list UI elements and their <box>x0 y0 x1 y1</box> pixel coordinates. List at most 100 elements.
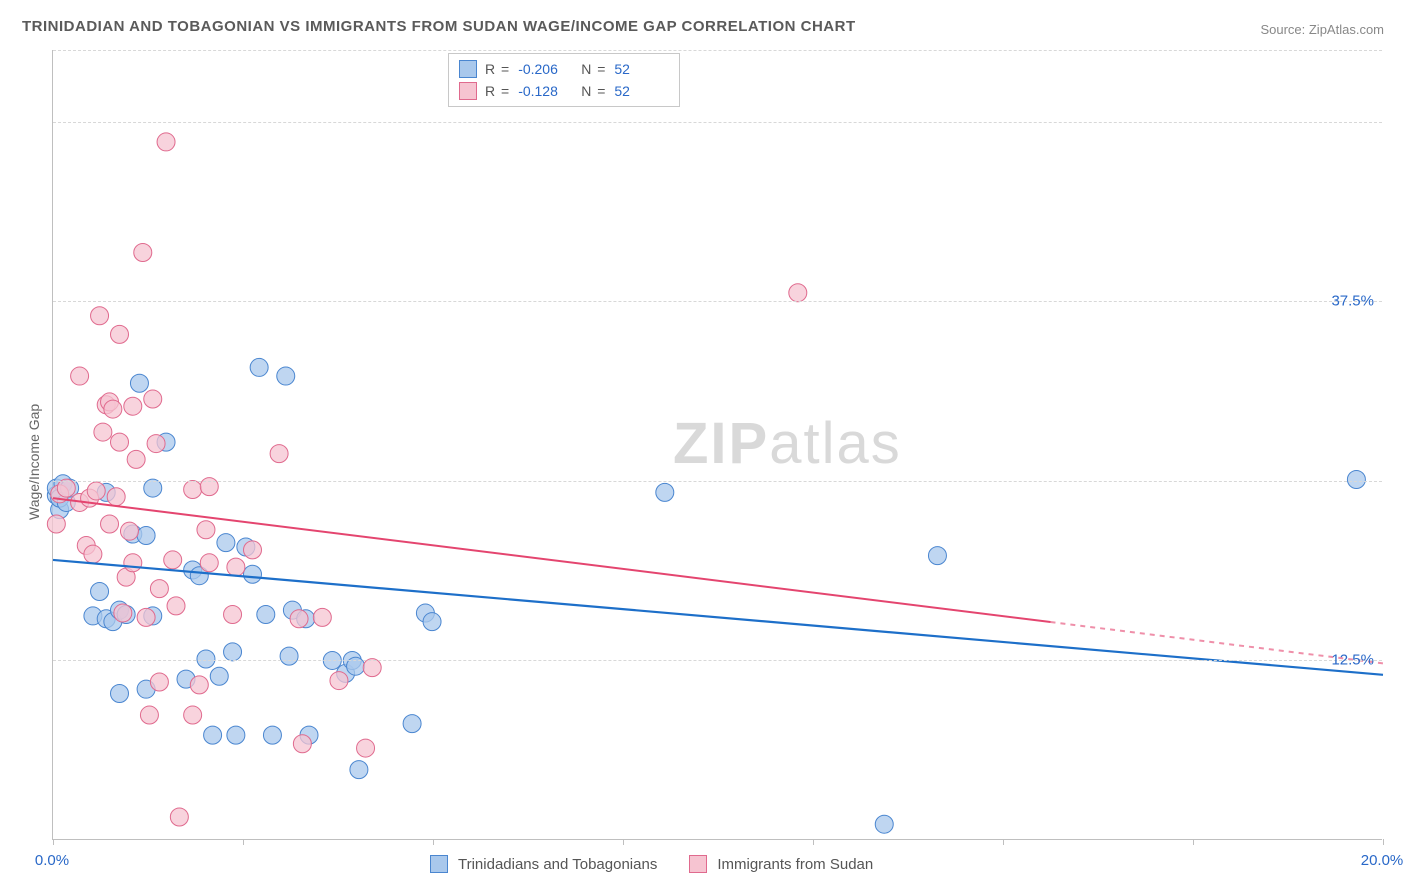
x-tick-label: 0.0% <box>35 852 69 869</box>
scatter-point <box>290 610 308 628</box>
scatter-point <box>263 726 281 744</box>
scatter-point <box>244 541 262 559</box>
scatter-point <box>656 483 674 501</box>
scatter-point <box>217 534 235 552</box>
scatter-point <box>277 367 295 385</box>
legend-n-value: 52 <box>614 83 669 99</box>
correlation-legend: R = -0.206 N = 52R = -0.128 N = 52 <box>448 53 680 107</box>
gridline <box>53 481 1382 482</box>
scatter-point <box>87 482 105 500</box>
x-tick <box>433 839 434 845</box>
chart-container: TRINIDADIAN AND TOBAGONIAN VS IMMIGRANTS… <box>0 0 1406 892</box>
scatter-point <box>127 450 145 468</box>
scatter-point <box>144 390 162 408</box>
source-attribution: Source: ZipAtlas.com <box>1260 22 1384 37</box>
legend-series-label: Immigrants from Sudan <box>717 856 873 873</box>
scatter-point <box>197 521 215 539</box>
plot-svg <box>53 50 1382 839</box>
gridline <box>53 50 1382 51</box>
scatter-point <box>111 684 129 702</box>
scatter-point <box>91 583 109 601</box>
legend-row: R =-0.128N =52 <box>459 80 669 102</box>
scatter-point <box>224 605 242 623</box>
legend-n-label: N = <box>581 83 606 99</box>
scatter-point <box>130 374 148 392</box>
x-tick-label: 20.0% <box>1361 852 1404 869</box>
legend-swatch <box>459 60 477 78</box>
scatter-point <box>330 672 348 690</box>
x-tick <box>623 839 624 845</box>
scatter-point <box>47 515 65 533</box>
regression-line <box>53 560 1383 675</box>
scatter-point <box>150 580 168 598</box>
plot-area: ZIPatlas 12.5%37.5% <box>52 50 1382 840</box>
scatter-point <box>423 613 441 631</box>
scatter-point <box>350 761 368 779</box>
scatter-point <box>244 565 262 583</box>
legend-r-value: -0.128 <box>518 83 573 99</box>
scatter-point <box>101 515 119 533</box>
legend-r-value: -0.206 <box>518 61 573 77</box>
scatter-point <box>224 643 242 661</box>
scatter-point <box>257 605 275 623</box>
gridline <box>53 301 1382 302</box>
scatter-point <box>71 367 89 385</box>
scatter-point <box>140 706 158 724</box>
series-legend: Trinidadians and Tobagonians Immigrants f… <box>430 855 895 873</box>
scatter-point <box>227 558 245 576</box>
scatter-point <box>210 667 228 685</box>
legend-swatch <box>689 855 707 873</box>
legend-r-label: R = <box>485 61 510 77</box>
legend-swatch <box>430 855 448 873</box>
scatter-point <box>104 400 122 418</box>
scatter-point <box>111 433 129 451</box>
y-axis-label: Wage/Income Gap <box>26 404 42 520</box>
scatter-point <box>137 608 155 626</box>
scatter-point <box>357 739 375 757</box>
legend-series-label: Trinidadians and Tobagonians <box>458 856 657 873</box>
gridline <box>53 122 1382 123</box>
scatter-point <box>184 706 202 724</box>
scatter-point <box>1347 470 1365 488</box>
x-tick <box>1383 839 1384 845</box>
legend-row: R = -0.206 N = 52 <box>459 58 669 80</box>
scatter-point <box>190 676 208 694</box>
scatter-point <box>167 597 185 615</box>
scatter-point <box>403 715 421 733</box>
scatter-point <box>84 545 102 563</box>
scatter-point <box>124 554 142 572</box>
scatter-point <box>227 726 245 744</box>
scatter-point <box>164 551 182 569</box>
scatter-point <box>124 397 142 415</box>
scatter-point <box>204 726 222 744</box>
scatter-point <box>134 244 152 262</box>
scatter-point <box>250 358 268 376</box>
scatter-point <box>111 325 129 343</box>
x-tick <box>53 839 54 845</box>
scatter-point <box>197 650 215 668</box>
y-tick-label: 12.5% <box>1331 652 1374 669</box>
scatter-point <box>137 526 155 544</box>
x-tick <box>1003 839 1004 845</box>
scatter-point <box>170 808 188 826</box>
scatter-point <box>114 604 132 622</box>
x-tick <box>1193 839 1194 845</box>
gridline <box>53 660 1382 661</box>
y-tick-label: 37.5% <box>1331 293 1374 310</box>
x-tick <box>243 839 244 845</box>
scatter-point <box>270 445 288 463</box>
scatter-point <box>91 307 109 325</box>
scatter-point <box>107 488 125 506</box>
scatter-point <box>280 647 298 665</box>
scatter-point <box>94 423 112 441</box>
scatter-point <box>928 547 946 565</box>
scatter-point <box>157 133 175 151</box>
x-tick <box>813 839 814 845</box>
legend-n-value: 52 <box>614 61 669 77</box>
scatter-point <box>313 608 331 626</box>
legend-swatch <box>459 82 477 100</box>
scatter-point <box>147 435 165 453</box>
scatter-point <box>120 522 138 540</box>
legend-n-label: N = <box>581 61 606 77</box>
scatter-point <box>789 284 807 302</box>
